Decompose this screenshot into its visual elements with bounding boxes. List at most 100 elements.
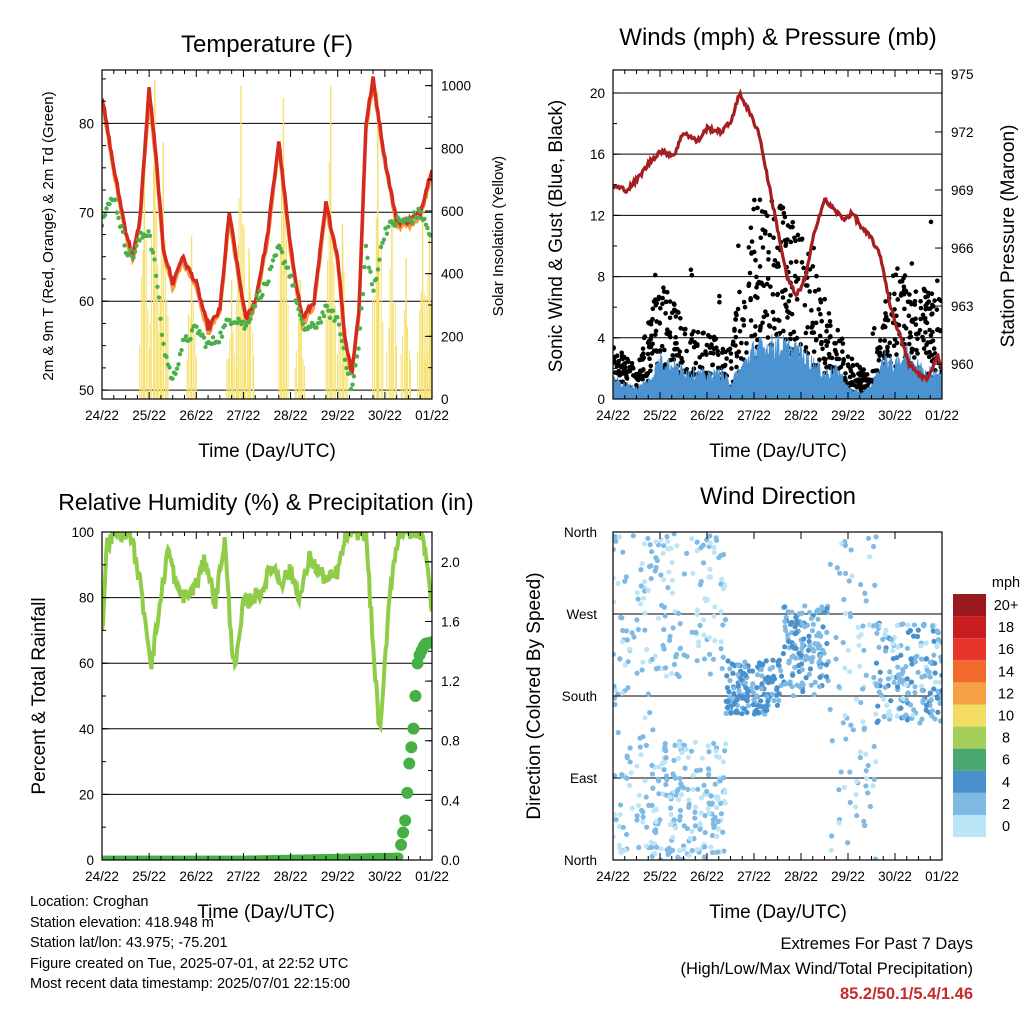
series-dewpoint-point (288, 273, 294, 278)
series-dewpoint-point (161, 341, 166, 347)
direction-point (797, 684, 803, 690)
winds-title: Winds (mph) & Pressure (mb) (619, 24, 936, 51)
gust-point (663, 311, 668, 316)
series-dewpoint-point (176, 362, 181, 367)
series-dewpoint-point (120, 229, 126, 234)
direction-point (684, 550, 690, 556)
y2-tick-label: 1000 (441, 79, 471, 94)
direction-point (715, 849, 721, 855)
direction-point (735, 672, 741, 678)
direction-point (701, 854, 707, 860)
direction-point (827, 706, 833, 713)
direction-point (687, 835, 694, 841)
gust-point (845, 354, 851, 359)
direction-point (703, 598, 709, 604)
gust-point (653, 332, 658, 338)
direction-point (648, 575, 654, 582)
gust-point (644, 371, 649, 376)
direction-point (694, 539, 700, 545)
x-tick-label: 24/22 (596, 408, 630, 423)
direction-point (891, 679, 897, 686)
direction-point (640, 814, 646, 820)
direction-point (654, 557, 660, 564)
direction-point (854, 813, 860, 819)
direction-point (908, 656, 914, 662)
direction-point (789, 684, 795, 690)
gust-point (909, 301, 914, 307)
series-dewpoint-point (360, 291, 366, 297)
direction-point (785, 638, 792, 645)
x-tick-label: 01/22 (415, 408, 449, 423)
series-sustained-wind (613, 333, 942, 399)
series-dewpoint-point (350, 382, 355, 387)
direction-point (805, 647, 812, 653)
direction-point (895, 644, 901, 650)
station-elevation: Station elevation: 418.948 m (30, 914, 214, 931)
direction-point (710, 817, 717, 823)
gust-point (614, 353, 620, 359)
direction-point (668, 811, 674, 817)
y-tick-label: 16 (590, 147, 605, 162)
direction-point (926, 669, 932, 675)
gust-point (744, 341, 749, 346)
gust-point (828, 323, 833, 328)
direction-point (904, 676, 910, 682)
gust-point (809, 308, 814, 313)
direction-point (745, 703, 752, 709)
direction-point (712, 604, 718, 610)
direction-point (931, 638, 937, 644)
direction-point (927, 659, 933, 665)
station-info: Location: Croghan Station elevation: 418… (30, 892, 350, 995)
gust-point (782, 214, 788, 220)
legend-label: 18 (998, 620, 1014, 636)
gust-point (736, 349, 742, 354)
direction-point (834, 565, 840, 571)
gust-point (887, 340, 893, 346)
direction-point (722, 789, 728, 796)
direction-point (696, 639, 702, 645)
gust-point (613, 346, 616, 351)
gust-point (781, 328, 786, 334)
gust-point (878, 338, 883, 343)
direction-point (790, 672, 796, 678)
direction-point (706, 810, 712, 816)
gust-point (931, 346, 937, 351)
direction-point (649, 549, 655, 555)
direction-point (642, 715, 648, 721)
series-dewpoint-point (122, 243, 127, 248)
direction-point (658, 857, 664, 860)
direction-point (661, 767, 667, 773)
gust-point (654, 349, 660, 354)
direction-point (856, 663, 863, 669)
direction-point (754, 693, 760, 699)
gust-point (662, 347, 667, 353)
direction-panel: Wind Direction Time (Day/UTC) Direction … (524, 483, 1020, 923)
series-dewpoint-point (417, 209, 423, 214)
direction-point (778, 668, 784, 674)
direction-point (661, 604, 667, 610)
gust-point (640, 346, 646, 351)
gust-point (674, 340, 679, 346)
x-tick-label: 26/22 (179, 869, 213, 884)
gust-point (823, 357, 828, 362)
gust-point (645, 340, 651, 346)
gust-point (925, 293, 931, 299)
gust-point (771, 262, 777, 268)
gust-point (684, 348, 689, 354)
direction-point (620, 627, 626, 634)
direction-point (702, 844, 708, 850)
direction-point (707, 566, 713, 572)
direction-point (680, 785, 686, 791)
series-dewpoint-point (335, 315, 340, 320)
direction-point (702, 829, 708, 836)
gust-point (811, 349, 817, 354)
gust-point (772, 258, 778, 263)
gust-point (898, 293, 904, 298)
extremes-values: 85.2/50.1/5.4/1.46 (839, 985, 973, 1003)
direction-point (918, 683, 925, 689)
gust-point (616, 359, 621, 364)
gust-point (906, 313, 912, 319)
gust-point (673, 314, 679, 319)
direction-point (631, 634, 637, 640)
gust-point (653, 302, 659, 308)
